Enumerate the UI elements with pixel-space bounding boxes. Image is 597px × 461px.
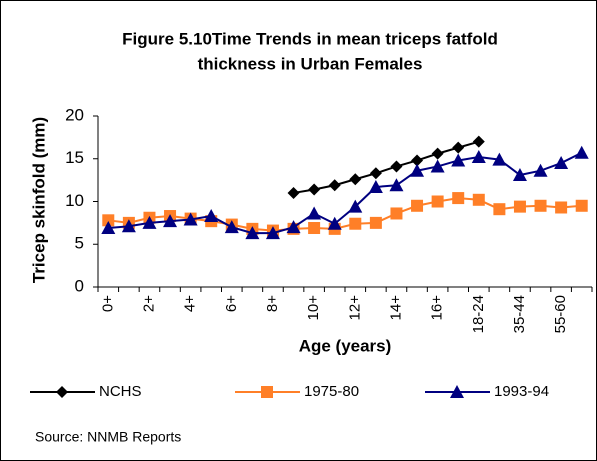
y-tick-label: 5 (75, 234, 84, 253)
chart-subtitle: thickness in Urban Females (198, 54, 423, 73)
data-point (389, 178, 404, 192)
data-point (308, 183, 321, 196)
legend-label: 1975-80 (304, 383, 359, 400)
x-tick-label: 14+ (387, 295, 404, 321)
data-point (575, 199, 588, 212)
x-tick-label: 55-60 (552, 295, 569, 333)
data-point (555, 201, 568, 214)
data-point (452, 141, 465, 154)
data-point (327, 216, 342, 230)
data-point (102, 214, 115, 227)
y-tick-label: 15 (65, 148, 84, 167)
data-point (452, 192, 465, 205)
legend-marker (450, 385, 464, 398)
legend-marker (261, 386, 273, 398)
data-point (265, 226, 280, 240)
x-axis-title: Age (years) (299, 336, 392, 355)
data-point (368, 179, 383, 193)
x-tick-label: 35-44 (511, 295, 528, 333)
legend-label: NCHS (99, 383, 142, 400)
data-point (451, 153, 466, 167)
data-point (512, 167, 527, 181)
x-tick-label: 0+ (99, 295, 116, 312)
data-point (472, 193, 485, 206)
data-point (411, 199, 424, 212)
legend-marker (56, 386, 68, 398)
x-tick-label: 6+ (223, 295, 240, 312)
data-point (308, 222, 321, 235)
data-point (574, 145, 589, 159)
data-point (348, 199, 363, 213)
data-point (493, 203, 506, 216)
data-point (286, 220, 301, 234)
data-point (307, 206, 322, 220)
x-tick-label: 8+ (264, 295, 281, 312)
data-point (163, 214, 178, 228)
x-tick-label: 2+ (140, 295, 157, 312)
legend-label: 1993-94 (494, 383, 549, 400)
data-point (390, 160, 403, 173)
data-point (369, 167, 382, 180)
y-tick-label: 0 (75, 276, 84, 295)
data-point (349, 217, 362, 230)
data-point (411, 154, 424, 167)
x-tick-label: 10+ (305, 295, 322, 321)
y-tick-label: 20 (65, 105, 84, 124)
data-point (204, 209, 219, 223)
data-point (492, 152, 507, 166)
series-line (293, 140, 480, 194)
data-point (472, 135, 485, 148)
chart-title: Figure 5.10Time Trends in mean triceps f… (122, 29, 498, 48)
x-tick-label: 4+ (182, 295, 199, 312)
source-note: Source: NNMB Reports (35, 429, 181, 445)
x-tick-label: 18-24 (470, 295, 487, 333)
y-axis-title: Tricep skinfold (mm) (29, 117, 48, 283)
x-tick-label: 12+ (346, 295, 363, 321)
data-point (328, 179, 341, 192)
data-point (369, 216, 382, 229)
data-point (183, 212, 198, 226)
data-point (142, 215, 157, 229)
data-point (533, 163, 548, 177)
x-tick-label: 16+ (429, 295, 446, 321)
data-point (430, 159, 445, 173)
data-point (431, 147, 444, 160)
data-point (390, 207, 403, 220)
data-point (513, 200, 526, 213)
data-point (101, 221, 116, 235)
data-point (287, 186, 300, 199)
data-point (431, 195, 444, 208)
data-point (534, 199, 547, 212)
data-point (554, 156, 569, 170)
y-tick-label: 10 (65, 191, 84, 210)
data-point (121, 219, 136, 233)
data-point (471, 150, 486, 164)
data-point (245, 226, 260, 240)
data-point (349, 173, 362, 186)
data-point (410, 163, 425, 177)
data-point (224, 220, 239, 234)
